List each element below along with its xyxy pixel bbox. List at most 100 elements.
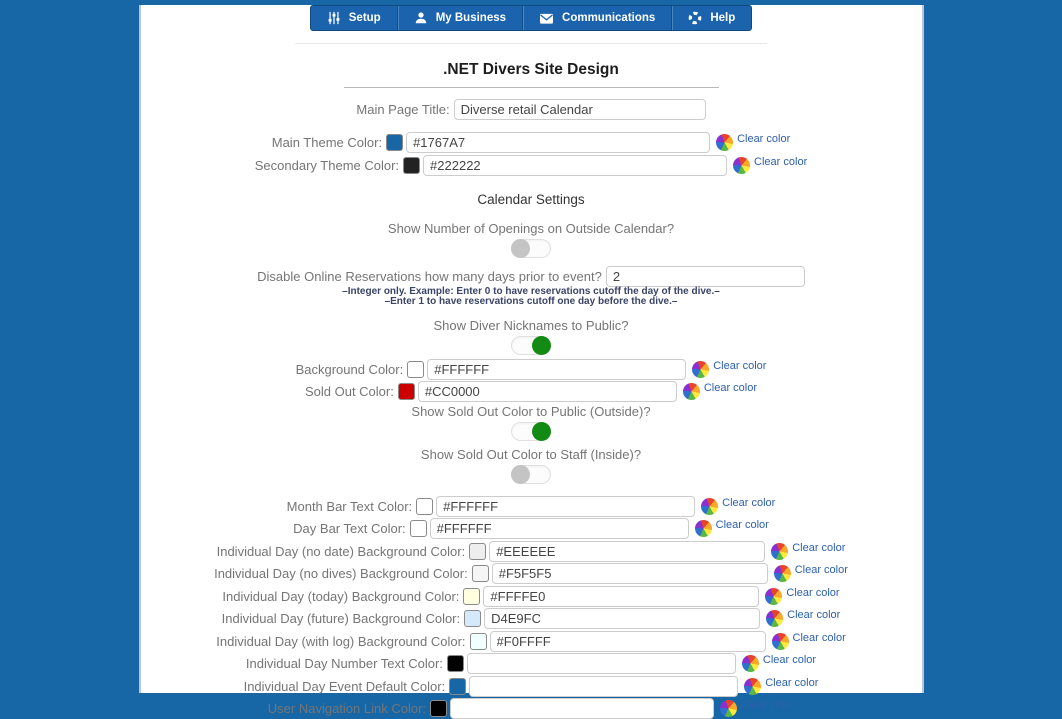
sold-out-color-row: Sold Out Color: Clear color: [141, 381, 922, 402]
color-wheel-icon[interactable]: [716, 134, 734, 151]
nav-button-help[interactable]: Help: [671, 6, 751, 30]
color-wheel-icon[interactable]: [773, 565, 791, 582]
toggle-show-nicknames[interactable]: [511, 335, 551, 355]
day-bar-text-color-input[interactable]: [429, 518, 689, 539]
nav-button-setup[interactable]: Setup: [311, 6, 397, 30]
clear-color-link[interactable]: Clear color: [787, 609, 841, 621]
clear-color-link[interactable]: Clear color: [713, 359, 767, 372]
toggle-knob: [511, 464, 530, 484]
color-swatch[interactable]: [430, 700, 448, 717]
color-wheel-icon[interactable]: [771, 542, 789, 560]
color-wheel-icon[interactable]: [682, 383, 700, 400]
clear-color-link[interactable]: Clear color: [786, 586, 840, 599]
color-wheel-icon[interactable]: [744, 677, 762, 695]
secondary-theme-color-input[interactable]: [423, 154, 728, 176]
color-field-label: Sold Out Color:: [304, 384, 394, 399]
nav-label: Setup: [348, 12, 381, 24]
color-wheel-icon[interactable]: [692, 360, 710, 378]
color-field-label: User Navigation Link Color:: [267, 701, 427, 716]
clear-color-link[interactable]: Clear color: [722, 496, 776, 509]
day-event-default-color-input[interactable]: [469, 675, 739, 697]
color-field-label: Main Theme Color:: [271, 135, 383, 150]
toggle-soldout-staff[interactable]: [511, 464, 551, 484]
soldout-staff-question: Show Sold Out Color to Staff (Inside)?: [420, 446, 642, 462]
day-number-text-color-row: Individual Day Number Text Color: Clear …: [141, 653, 922, 674]
page-title: .NET Divers Site Design: [443, 61, 619, 78]
nav-button-communications[interactable]: Communications: [522, 6, 671, 30]
main-theme-color-input[interactable]: [406, 132, 711, 153]
day-event-default-color-row: Individual Day Event Default Color: Clea…: [141, 675, 922, 697]
color-swatch[interactable]: [446, 655, 464, 672]
day-today-bg-color-input[interactable]: [483, 585, 760, 607]
color-wheel-icon[interactable]: [765, 587, 783, 605]
color-wheel-icon[interactable]: [701, 497, 719, 515]
color-swatch[interactable]: [463, 587, 481, 605]
month-bar-text-color-input[interactable]: [436, 495, 696, 517]
clear-color-link[interactable]: Clear color: [754, 155, 808, 168]
color-field-label: Individual Day (no date) Background Colo…: [216, 543, 466, 559]
color-swatch[interactable]: [469, 542, 487, 560]
reservations-note-1: –Integer only. Example: Enter 0 to have …: [342, 285, 720, 297]
color-field-label: Individual Day Event Default Color:: [243, 678, 446, 694]
color-wheel-icon[interactable]: [766, 610, 784, 627]
top-nav-bar: Setup My Business Communications: [309, 5, 753, 31]
main-page-title-input[interactable]: [453, 99, 706, 120]
color-wheel-icon[interactable]: [771, 632, 789, 650]
user-nav-link-color-input[interactable]: [450, 698, 715, 719]
life-ring-icon: [688, 11, 702, 25]
background-color-row: Background Color: Clear color: [141, 358, 922, 380]
day-no-dives-bg-color-input[interactable]: [491, 563, 768, 584]
clear-color-link[interactable]: Clear color: [765, 676, 819, 689]
color-swatch[interactable]: [449, 677, 467, 695]
nav-label: My Business: [435, 12, 507, 24]
month-bar-text-color-row: Month Bar Text Color: Clear color: [141, 495, 922, 517]
toggle-show-openings[interactable]: [511, 238, 551, 258]
day-no-date-bg-color-row: Individual Day (no date) Background Colo…: [141, 540, 922, 562]
toggle-knob: [511, 238, 530, 258]
clear-color-link[interactable]: Clear color: [792, 631, 846, 644]
clear-color-link[interactable]: Clear color: [703, 382, 758, 394]
color-wheel-icon[interactable]: [741, 655, 759, 672]
clear-color-link[interactable]: Clear color: [762, 654, 817, 666]
color-field-label: Secondary Theme Color:: [254, 157, 400, 173]
color-wheel-icon[interactable]: [733, 156, 751, 174]
toggle-knob: [532, 421, 551, 441]
clear-color-link[interactable]: Clear color: [737, 133, 791, 145]
clear-color-link[interactable]: Clear color: [792, 541, 846, 554]
toggle-knob: [532, 335, 551, 355]
reservations-cutoff-input[interactable]: [605, 265, 805, 287]
clear-color-link[interactable]: Clear color: [741, 699, 795, 711]
color-swatch[interactable]: [416, 497, 434, 515]
day-no-dives-bg-color-row: Individual Day (no dives) Background Col…: [141, 563, 922, 584]
title-divider: [343, 87, 719, 88]
color-wheel-icon[interactable]: [694, 520, 712, 537]
show-openings-question: Show Number of Openings on Outside Calen…: [387, 220, 675, 236]
color-swatch[interactable]: [403, 156, 421, 174]
color-swatch[interactable]: [407, 360, 425, 378]
day-number-text-color-input[interactable]: [466, 653, 736, 674]
sold-out-color-input[interactable]: [417, 381, 677, 402]
envelope-icon: [539, 12, 554, 25]
soldout-public-toggle-wrap: [141, 421, 922, 441]
color-swatch[interactable]: [469, 632, 487, 650]
color-field-label: Individual Day (today) Background Color:: [222, 588, 460, 604]
day-no-date-bg-color-input[interactable]: [489, 540, 766, 562]
day-future-bg-color-row: Individual Day (future) Background Color…: [141, 608, 922, 629]
day-future-bg-color-input[interactable]: [484, 608, 761, 629]
color-swatch[interactable]: [386, 134, 404, 151]
show-nicknames-toggle-wrap: [141, 335, 922, 355]
color-swatch[interactable]: [464, 610, 482, 627]
color-wheel-icon[interactable]: [720, 700, 738, 717]
nav-button-my-business[interactable]: My Business: [396, 6, 522, 30]
clear-color-link[interactable]: Clear color: [794, 564, 848, 576]
toggle-soldout-public[interactable]: [511, 421, 551, 441]
color-field-label: Individual Day (future) Background Color…: [221, 611, 461, 626]
background-color-input[interactable]: [427, 358, 687, 380]
day-with-log-bg-color-input[interactable]: [489, 630, 766, 652]
color-swatch[interactable]: [471, 565, 489, 582]
clear-color-link[interactable]: Clear color: [715, 519, 769, 531]
color-swatch[interactable]: [409, 520, 427, 537]
color-field-label: Day Bar Text Color:: [293, 521, 406, 536]
color-field-label: Individual Day (no dives) Background Col…: [214, 566, 468, 581]
color-swatch[interactable]: [397, 383, 415, 400]
